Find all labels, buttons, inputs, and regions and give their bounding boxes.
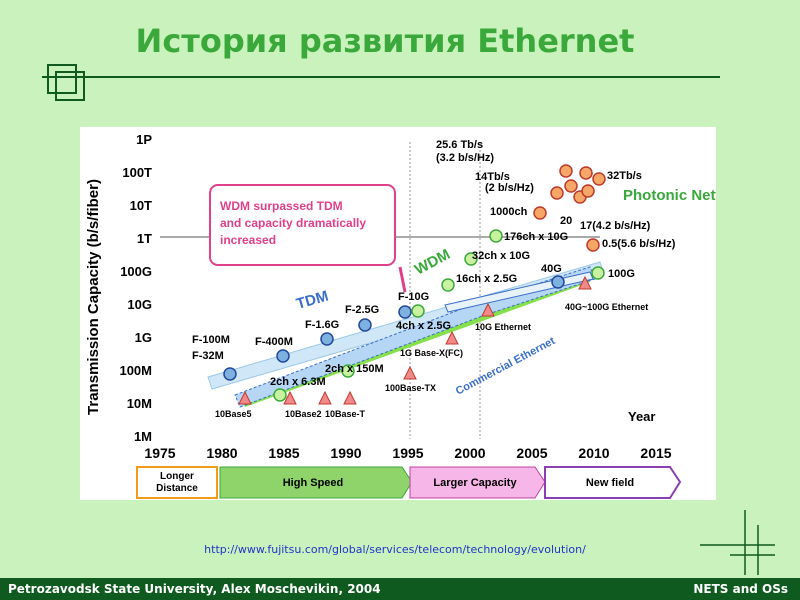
figure-label: 176ch x 10G [504, 231, 568, 243]
figure-label: F-10G [398, 291, 429, 303]
x-tick-label: 1980 [206, 445, 237, 461]
callout-line: increased [220, 233, 276, 247]
x-tick-label: 2015 [640, 445, 671, 461]
figure-label: 17(4.2 b/s/Hz) [580, 220, 651, 232]
figure-label: 10Base-T [325, 409, 366, 419]
x-tick-label: 2000 [454, 445, 485, 461]
figure-label: 10G Ethernet [475, 322, 531, 332]
figure-label: 4ch x 2.5G [396, 320, 451, 332]
figure-label: 10Base2 [285, 409, 322, 419]
y-tick-label: 1M [134, 429, 152, 444]
callout-line: and capacity dramatically [220, 216, 366, 230]
x-tick-label: 1975 [144, 445, 175, 461]
y-tick-label: 1G [135, 330, 152, 345]
callout-line: WDM surpassed TDM [220, 199, 343, 213]
figure-label: F-100M [192, 334, 230, 346]
y-tick-label: 1T [137, 231, 152, 246]
x-tick-label: 1985 [268, 445, 299, 461]
x-tick-label: 2010 [578, 445, 609, 461]
figure-label: 1G Base-X(FC) [400, 348, 463, 358]
footer: Petrozavodsk State University, Alex Mosc… [0, 578, 800, 600]
figure-label: 2ch x 150M [325, 363, 384, 375]
y-tick-label: 100M [119, 363, 152, 378]
footer-left: Petrozavodsk State University, Alex Mosc… [8, 582, 381, 596]
figure-label: 14Tb/s [475, 171, 510, 183]
phase-label: Larger Capacity [433, 477, 517, 489]
phase-label: New field [586, 477, 634, 489]
figure-label: F-32M [192, 350, 224, 362]
evolution-figure: 1M 10M 100M 1G 10G 100G 1T 10T 100T 1P 1975 1980 198… [80, 127, 716, 500]
footer-right: NETS and OSs [693, 582, 788, 596]
figure-label: 0.5(5.6 b/s/Hz) [602, 238, 676, 250]
figure-label: 100G [608, 268, 635, 280]
x-tick-label: 2005 [516, 445, 547, 461]
source-url[interactable]: http://www.fujitsu.com/global/services/t… [204, 543, 586, 556]
figure-label: 25.6 Tb/s [436, 139, 483, 151]
figure-label: F-1.6G [305, 319, 339, 331]
band-label: WDM [412, 246, 453, 279]
figure-label: 20 [560, 215, 572, 227]
y-axis-label: Transmission Capacity (b/s/fiber) [85, 179, 102, 415]
figure-label: 32ch x 10G [472, 250, 530, 262]
figure-label: F-400M [255, 336, 293, 348]
band-label: Commercial Ethernet [454, 335, 558, 398]
x-axis-label: Year [628, 409, 655, 424]
y-tick-label: 100G [120, 264, 152, 279]
figure-label: (3.2 b/s/Hz) [436, 152, 494, 164]
y-tick-label: 10G [127, 297, 152, 312]
figure-label: 2ch x 6.3M [270, 376, 326, 388]
slide-title: История развития Ethernet [135, 22, 635, 60]
band-label: Photonic Network [623, 187, 716, 204]
figure-label: 32Tb/s [607, 170, 642, 182]
x-tick-label: 1990 [330, 445, 361, 461]
figure-label: 40G~100G Ethernet [565, 302, 648, 312]
phase-label: Longer Distance [156, 471, 198, 494]
figure-label: 16ch x 2.5G [456, 273, 517, 285]
band-label: TDM [294, 288, 330, 313]
y-tick-label: 10T [130, 198, 152, 213]
figure-label: 100Base-TX [385, 383, 436, 393]
figure-label: 40G [541, 263, 562, 275]
y-tick-label: 1P [136, 132, 152, 147]
y-tick-label: 10M [127, 396, 152, 411]
figure-label: F-2.5G [345, 304, 379, 316]
x-tick-label: 1995 [392, 445, 423, 461]
figure-label: (2 b/s/Hz) [485, 182, 534, 194]
figure-label: 10Base5 [215, 409, 252, 419]
phase-label: High Speed [283, 477, 344, 489]
y-tick-label: 100T [122, 165, 152, 180]
figure-label: 1000ch [490, 206, 528, 218]
